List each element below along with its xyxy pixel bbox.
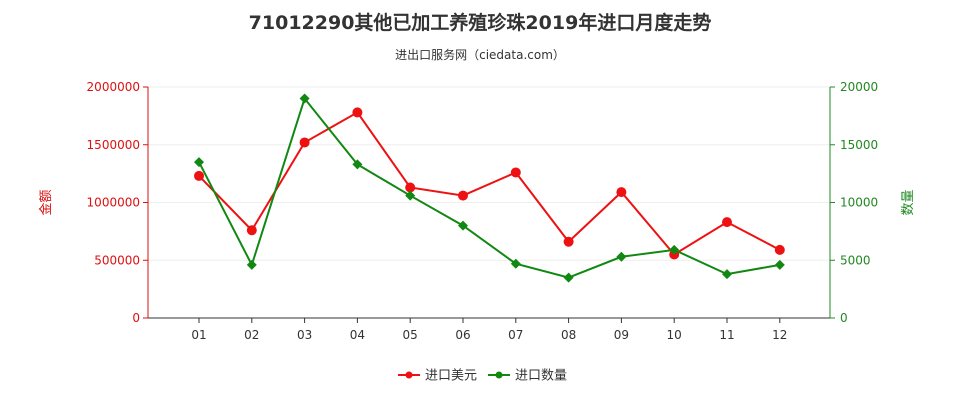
x-tick-label: 05 — [403, 328, 418, 342]
series-point-2 — [246, 259, 257, 270]
legend-label-1: 进口美元 — [425, 369, 477, 384]
series-point-1 — [458, 190, 468, 201]
series-point-1 — [616, 187, 627, 198]
legend-label-2: 进口数量 — [515, 369, 567, 384]
chart-title: 71012290其他已加工养殖珍珠2019年进口月度走势 — [248, 12, 712, 34]
series-point-2 — [299, 93, 310, 104]
x-tick-label: 10 — [667, 328, 682, 342]
right-tick-label: 15000 — [840, 138, 878, 152]
series-point-2 — [722, 269, 732, 280]
series-point-1 — [722, 217, 732, 228]
series-point-1 — [194, 170, 204, 181]
x-tick-label: 11 — [719, 328, 734, 342]
right-axis-title: 数量 — [901, 189, 916, 215]
x-tick-label: 03 — [297, 328, 312, 342]
right-tick-label: 20000 — [840, 80, 878, 94]
left-axis-title: 金额 — [38, 189, 54, 215]
axes: 0 500000 1000000 1500000 2000000 0 5000 10000 15… — [38, 80, 916, 342]
x-tick-label: 08 — [561, 328, 576, 342]
series-point-2 — [774, 259, 785, 270]
x-tick-label: 06 — [455, 328, 470, 342]
series-point-1 — [299, 137, 310, 148]
series-line-2 — [198, 96, 780, 279]
series-point-2 — [405, 190, 416, 201]
right-tick-label: 0 — [840, 311, 848, 325]
x-tick-label: 04 — [350, 328, 365, 342]
chart-subtitle: 进出口服务网（ciedata.com） — [395, 48, 565, 62]
x-tick-label: 01 — [191, 328, 206, 342]
left-tick-label: 1000000 — [87, 196, 140, 210]
series-point-1 — [563, 236, 574, 247]
series-point-2 — [194, 157, 204, 168]
series-point-1 — [352, 107, 363, 118]
series-layer — [194, 93, 785, 283]
x-tick-label: 07 — [508, 328, 523, 342]
right-tick-label: 10000 — [840, 196, 878, 210]
left-tick-label: 2000000 — [87, 80, 140, 94]
series-point-2 — [352, 159, 363, 170]
left-tick-label: 1500000 — [87, 138, 140, 152]
series-point-2 — [563, 272, 574, 283]
legend: 进口美元 进口数量 — [398, 369, 567, 384]
series-point-2 — [510, 258, 521, 269]
x-tick-label: 12 — [772, 328, 787, 342]
series-point-1 — [405, 182, 416, 193]
series-point-2 — [616, 251, 627, 262]
left-tick-label: 500000 — [94, 253, 140, 267]
series-point-1 — [774, 244, 785, 255]
legend-marker-1 — [405, 371, 413, 379]
series-point-1 — [510, 167, 521, 178]
right-tick-label: 5000 — [840, 253, 871, 267]
left-tick-label: 0 — [132, 311, 140, 325]
series-point-2 — [669, 244, 680, 255]
series-point-2 — [458, 220, 468, 231]
x-tick-label: 02 — [244, 328, 259, 342]
series-line-1 — [198, 111, 781, 256]
x-tick-label: 09 — [614, 328, 629, 342]
series-point-1 — [246, 225, 257, 236]
legend-marker-2 — [495, 371, 503, 379]
